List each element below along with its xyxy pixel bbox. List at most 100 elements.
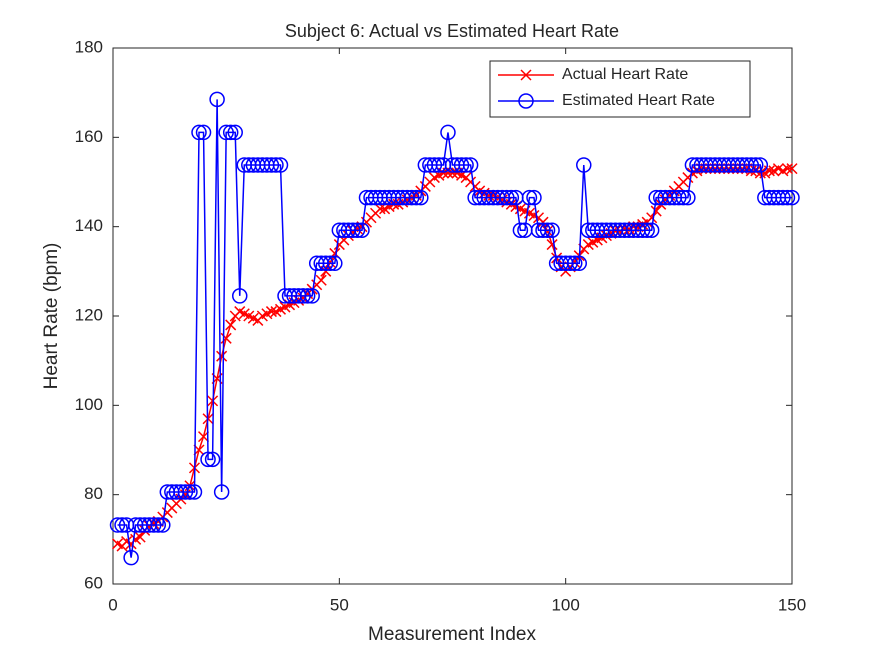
circle-marker bbox=[680, 189, 696, 206]
circle-marker bbox=[643, 222, 660, 238]
x-marker bbox=[315, 274, 327, 286]
circle-marker bbox=[440, 124, 456, 141]
x-stroke bbox=[198, 431, 210, 443]
x-stroke bbox=[520, 69, 532, 81]
x-stroke bbox=[216, 350, 228, 362]
circle-marker bbox=[218, 124, 234, 141]
x-stroke bbox=[234, 306, 246, 318]
x-marker bbox=[225, 319, 237, 331]
x-tick-label: 150 bbox=[778, 595, 806, 614]
circle-marker bbox=[779, 189, 796, 206]
x-marker bbox=[781, 163, 794, 175]
x-stroke bbox=[111, 538, 124, 550]
circle-marker bbox=[227, 124, 243, 141]
circle-marker bbox=[521, 189, 538, 206]
circle-marker bbox=[499, 189, 515, 206]
circle-marker bbox=[222, 124, 239, 141]
x-marker bbox=[265, 306, 277, 318]
circle-marker bbox=[752, 157, 769, 173]
x-marker bbox=[198, 431, 210, 443]
circle-marker bbox=[195, 124, 212, 141]
circle-marker bbox=[349, 222, 366, 238]
x-stroke bbox=[265, 306, 277, 318]
circle-marker bbox=[535, 222, 551, 238]
x-stroke bbox=[786, 163, 798, 175]
x-stroke bbox=[754, 167, 766, 179]
x-marker bbox=[763, 165, 775, 177]
circle-marker bbox=[544, 222, 560, 238]
x-marker bbox=[520, 69, 532, 81]
circle-marker bbox=[458, 157, 474, 173]
circle-marker bbox=[671, 189, 687, 206]
y-tick-label: 80 bbox=[84, 484, 103, 503]
circle-marker bbox=[748, 157, 764, 173]
legend-box bbox=[489, 60, 751, 118]
circle-marker bbox=[299, 288, 316, 304]
circle-marker bbox=[209, 91, 225, 108]
y-tick-label: 140 bbox=[75, 216, 103, 235]
x-marker bbox=[546, 239, 558, 251]
x-marker bbox=[786, 163, 798, 175]
x-marker bbox=[646, 212, 658, 224]
circle-marker bbox=[318, 255, 334, 272]
x-stroke bbox=[315, 274, 327, 286]
legend-label: Actual Heart Rate bbox=[562, 66, 688, 83]
x-tick-label: 100 bbox=[551, 595, 579, 614]
circle-marker bbox=[191, 124, 207, 141]
circle-marker bbox=[204, 451, 221, 468]
x-stroke bbox=[238, 308, 250, 320]
circle-marker bbox=[562, 255, 578, 272]
circle-marker bbox=[539, 222, 556, 238]
chart-title: Subject 6: Actual vs Estimated Heart Rat… bbox=[285, 21, 619, 41]
x-stroke bbox=[514, 203, 526, 215]
x-marker bbox=[650, 205, 662, 217]
circle-marker bbox=[145, 517, 162, 533]
legend-label: Estimated Heart Rate bbox=[562, 92, 715, 109]
y-tick-label: 60 bbox=[84, 573, 103, 592]
x-stroke bbox=[121, 536, 133, 548]
x-axis-label: Measurement Index bbox=[368, 624, 536, 645]
circle-marker bbox=[453, 157, 470, 173]
y-tick-label: 180 bbox=[75, 37, 103, 56]
circle-marker bbox=[109, 517, 126, 533]
circle-marker bbox=[186, 484, 203, 500]
x-stroke bbox=[528, 209, 540, 222]
circle-marker bbox=[327, 255, 343, 272]
circle-marker bbox=[566, 255, 583, 272]
circle-marker bbox=[408, 189, 425, 206]
circle-marker bbox=[512, 222, 529, 238]
circle-marker bbox=[123, 549, 139, 566]
x-stroke bbox=[247, 312, 259, 324]
circle-marker bbox=[426, 157, 443, 173]
circle-marker bbox=[576, 157, 592, 173]
x-stroke bbox=[772, 163, 784, 175]
circle-marker bbox=[322, 255, 339, 272]
x-stroke bbox=[537, 216, 549, 228]
circle-marker bbox=[743, 157, 760, 173]
circle-marker bbox=[155, 517, 171, 533]
x-stroke bbox=[225, 319, 237, 331]
circle-marker bbox=[675, 189, 692, 206]
x-stroke bbox=[650, 205, 662, 217]
circle-marker bbox=[639, 222, 655, 238]
x-stroke bbox=[569, 256, 581, 268]
circle-marker bbox=[272, 157, 289, 173]
y-tick-label: 160 bbox=[75, 127, 103, 146]
x-stroke bbox=[134, 531, 146, 543]
x-marker bbox=[374, 203, 386, 215]
circle-marker bbox=[784, 189, 800, 206]
circle-marker bbox=[503, 189, 520, 206]
x-stroke bbox=[324, 256, 336, 268]
x-marker bbox=[134, 531, 146, 543]
x-tick-label: 50 bbox=[330, 595, 349, 614]
circle-marker bbox=[268, 157, 284, 173]
x-stroke bbox=[646, 212, 658, 224]
circle-marker bbox=[413, 189, 429, 206]
circle-marker bbox=[177, 484, 194, 500]
x-tick-label: 0 bbox=[108, 595, 117, 614]
x-stroke bbox=[781, 163, 794, 175]
circle-marker bbox=[526, 189, 542, 206]
x-stroke bbox=[546, 239, 558, 251]
